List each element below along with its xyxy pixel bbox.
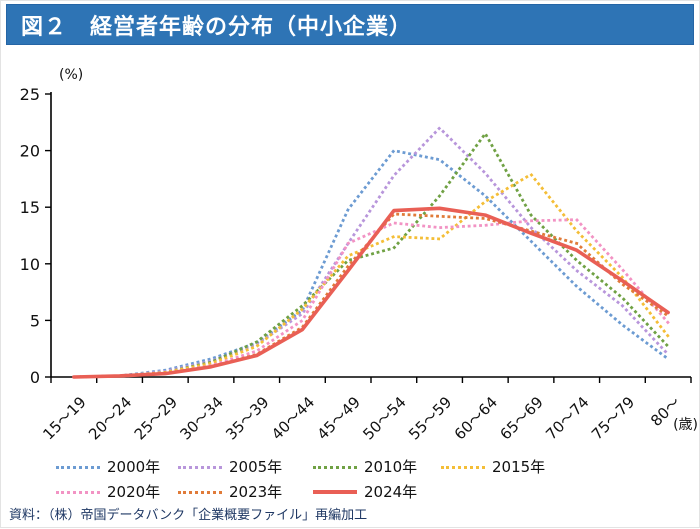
x-category-label: 15～19 (39, 393, 89, 443)
y-tick-label: 10 (20, 255, 40, 274)
figure-title: 図２ 経営者年齢の分布（中小企業） (21, 14, 413, 40)
x-axis-unit: (歳) (673, 417, 698, 433)
series-line-2015年 (72, 172, 671, 379)
y-tick-label: 0 (30, 368, 40, 387)
x-category-label: 45～49 (314, 393, 364, 443)
chart-area: 0 5 10 15 20 25 (%) 15～19 20～24 25～29 30～34 35～39 40… (1, 51, 700, 456)
legend-swatch (313, 465, 357, 469)
x-category-label: 60～64 (451, 393, 501, 443)
y-tick-label: 20 (20, 142, 40, 161)
legend-item-2020年: 2020年 (56, 483, 160, 501)
x-category-label: 75～79 (588, 393, 638, 443)
legend-item-2010年: 2010年 (313, 458, 417, 476)
legend-swatch (313, 490, 357, 494)
legend-swatch (178, 490, 222, 494)
legend-label: 2005年 (229, 458, 283, 476)
x-category-label: 65～69 (496, 393, 546, 443)
legend-item-2023年: 2023年 (178, 483, 282, 501)
x-category-label: 50～54 (359, 393, 409, 443)
series-line-2005年 (72, 126, 671, 379)
legend-item-2005年: 2005年 (178, 458, 282, 476)
legend-label: 2000年 (107, 458, 161, 476)
series-line-2010年 (72, 131, 671, 379)
x-category-label: 25～29 (131, 393, 181, 443)
source-note: 資料：（株）帝国データバンク「企業概要ファイル」再編加工 (9, 508, 368, 523)
series-line-2024年 (72, 206, 670, 379)
legend-item-2024年: 2024年 (313, 483, 417, 501)
y-tick-label: 25 (20, 85, 40, 104)
line-chart: 0 5 10 15 20 25 (%) 15～1920～2425～2930～3435～3940… (20, 67, 698, 443)
legend-item-2000年: 2000年 (56, 458, 160, 476)
x-category-label: 35～39 (222, 393, 272, 443)
legend-swatch (56, 465, 100, 469)
y-tick-label: 5 (30, 311, 40, 330)
legend-swatch (56, 490, 100, 494)
legend-label: 2023年 (229, 483, 283, 501)
x-category-label: 40～44 (268, 393, 318, 443)
legend-item-2015年: 2015年 (441, 458, 545, 476)
x-category-label: 55～59 (405, 393, 455, 443)
legend-label: 2020年 (107, 483, 161, 501)
legend-label: 2024年 (364, 483, 418, 501)
legend-label: 2015年 (492, 458, 546, 476)
y-tick-label: 15 (20, 198, 40, 217)
x-category-label: 20～24 (85, 393, 135, 443)
x-category-label: 70～74 (542, 393, 592, 443)
y-axis-unit: (%) (59, 67, 83, 83)
legend-swatch (441, 465, 485, 469)
x-category-label: 30～34 (176, 393, 226, 443)
legend-label: 2010年 (364, 458, 418, 476)
legend-swatch (178, 465, 222, 469)
figure-title-banner: 図２ 経営者年齢の分布（中小企業） (6, 4, 694, 45)
